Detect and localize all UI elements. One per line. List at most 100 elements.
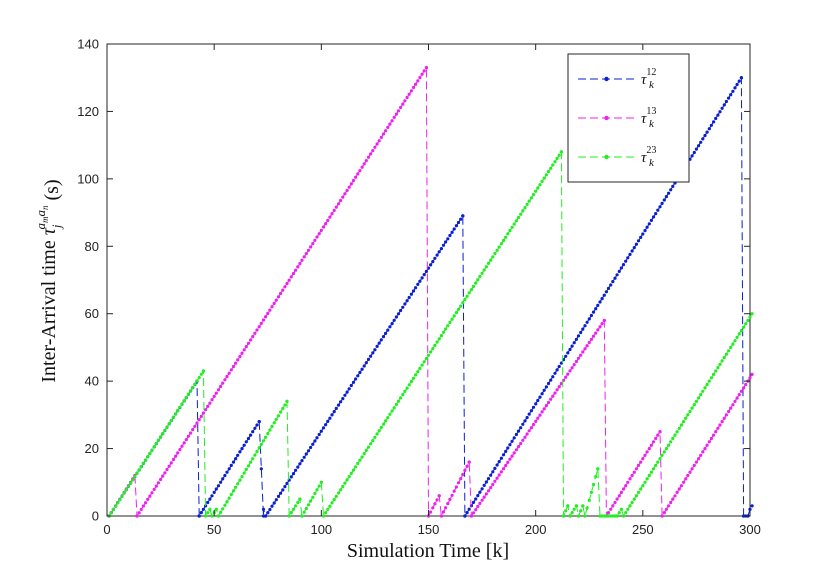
series-23-marker xyxy=(141,461,145,465)
series-23-marker xyxy=(126,484,130,488)
series-12-marker xyxy=(576,334,581,338)
series-13-marker xyxy=(499,470,503,474)
series-13-marker xyxy=(471,511,476,515)
series-12-marker xyxy=(489,473,493,477)
series-12-marker xyxy=(606,286,611,290)
series-12-marker xyxy=(557,364,561,369)
series-12-marker xyxy=(448,233,452,238)
series-12-marker xyxy=(244,440,248,444)
series-12-marker xyxy=(270,504,274,508)
legend-marker xyxy=(604,115,609,121)
series-23-marker xyxy=(538,183,542,187)
series-23-marker xyxy=(744,322,748,326)
series-13-marker xyxy=(184,438,188,442)
series-13-marker xyxy=(392,115,396,119)
tick-layer: 0 50 100 150 200 250 300 0 20 40 60 80 100 120 140 xyxy=(77,37,761,538)
series-13-marker xyxy=(718,423,722,427)
series-23-marker xyxy=(208,507,212,511)
series-13-marker xyxy=(144,501,148,505)
series-23-marker xyxy=(478,274,482,279)
series-23-marker xyxy=(742,325,746,329)
series-13-marker xyxy=(544,404,549,408)
series-12-marker xyxy=(422,273,426,277)
series-23-marker xyxy=(699,393,703,397)
series-13-marker xyxy=(594,331,598,335)
series-13-marker xyxy=(527,429,531,433)
series-13-marker xyxy=(589,337,594,341)
series-23-marker xyxy=(403,389,407,393)
series-13-marker xyxy=(546,400,551,405)
series-13-marker xyxy=(609,507,613,511)
series-12-marker xyxy=(276,494,281,498)
series-12-marker xyxy=(585,320,589,324)
series-23-marker xyxy=(504,235,508,239)
series-23-marker xyxy=(493,252,497,256)
series-13-marker xyxy=(634,467,639,471)
series-23-marker xyxy=(124,488,128,492)
series-13-marker xyxy=(600,322,604,326)
series-23-marker xyxy=(662,450,666,454)
series-23-marker xyxy=(206,510,210,515)
series-13-marker xyxy=(748,376,752,380)
series-13-marker xyxy=(341,195,345,199)
x-tick-label: 0 xyxy=(103,522,110,537)
series-23-marker xyxy=(714,369,718,373)
series-12-marker xyxy=(454,224,458,228)
series-13-marker xyxy=(448,497,452,501)
series-13-marker xyxy=(480,498,484,502)
series-23-marker xyxy=(118,497,122,502)
series-12-marker xyxy=(264,514,268,518)
series-13-marker xyxy=(351,178,356,183)
series-23-marker xyxy=(606,514,611,518)
series-23-marker xyxy=(739,329,744,333)
series-23-marker xyxy=(161,432,165,436)
series-13-marker xyxy=(362,162,366,166)
series-12-marker xyxy=(484,480,488,484)
series-13-marker xyxy=(291,271,296,276)
series-12-marker xyxy=(598,300,602,304)
series-23-marker xyxy=(519,212,523,216)
series-12-marker xyxy=(317,432,321,437)
series-13-marker xyxy=(433,502,437,506)
series-13-marker xyxy=(572,363,576,367)
series-12-marker xyxy=(587,317,591,321)
series-23-marker xyxy=(476,278,480,282)
series-23-marker xyxy=(384,419,388,423)
series-23-marker xyxy=(261,439,266,443)
series-13-marker xyxy=(281,288,285,292)
series-12-marker xyxy=(424,269,428,273)
series-12-marker xyxy=(324,423,328,427)
series-23-marker xyxy=(296,500,300,505)
series-13-marker xyxy=(489,486,493,490)
series-13-marker xyxy=(694,460,699,464)
series-12-marker xyxy=(615,273,619,277)
series-12-marker xyxy=(399,308,403,313)
series-13-marker xyxy=(542,407,546,411)
series-23-marker xyxy=(159,435,163,439)
series-23-marker xyxy=(216,514,221,518)
series-23-marker xyxy=(649,470,654,474)
series-13-marker xyxy=(234,361,238,365)
series-23-marker xyxy=(178,405,182,409)
series-13-marker xyxy=(420,72,424,76)
series-12-marker xyxy=(291,472,296,476)
series-12-marker xyxy=(495,463,499,467)
series-12-marker xyxy=(435,253,439,257)
series-23-marker xyxy=(291,507,296,511)
series-23-marker xyxy=(636,490,641,494)
series-23-marker xyxy=(163,428,167,432)
series-23-marker xyxy=(253,453,257,457)
series-23-marker xyxy=(705,382,709,387)
series-23-marker xyxy=(437,337,441,341)
series-12-marker xyxy=(444,240,448,244)
series-23-marker xyxy=(729,345,733,349)
series-23-marker xyxy=(270,424,274,428)
series-13-marker xyxy=(159,477,163,482)
series-13-marker xyxy=(216,388,221,392)
series-23-marker xyxy=(377,429,381,433)
series-23-marker xyxy=(420,363,424,367)
series-12-marker xyxy=(416,282,420,286)
series-23-marker xyxy=(373,435,377,439)
series-12-marker xyxy=(737,79,741,83)
series-23-marker xyxy=(536,186,540,190)
